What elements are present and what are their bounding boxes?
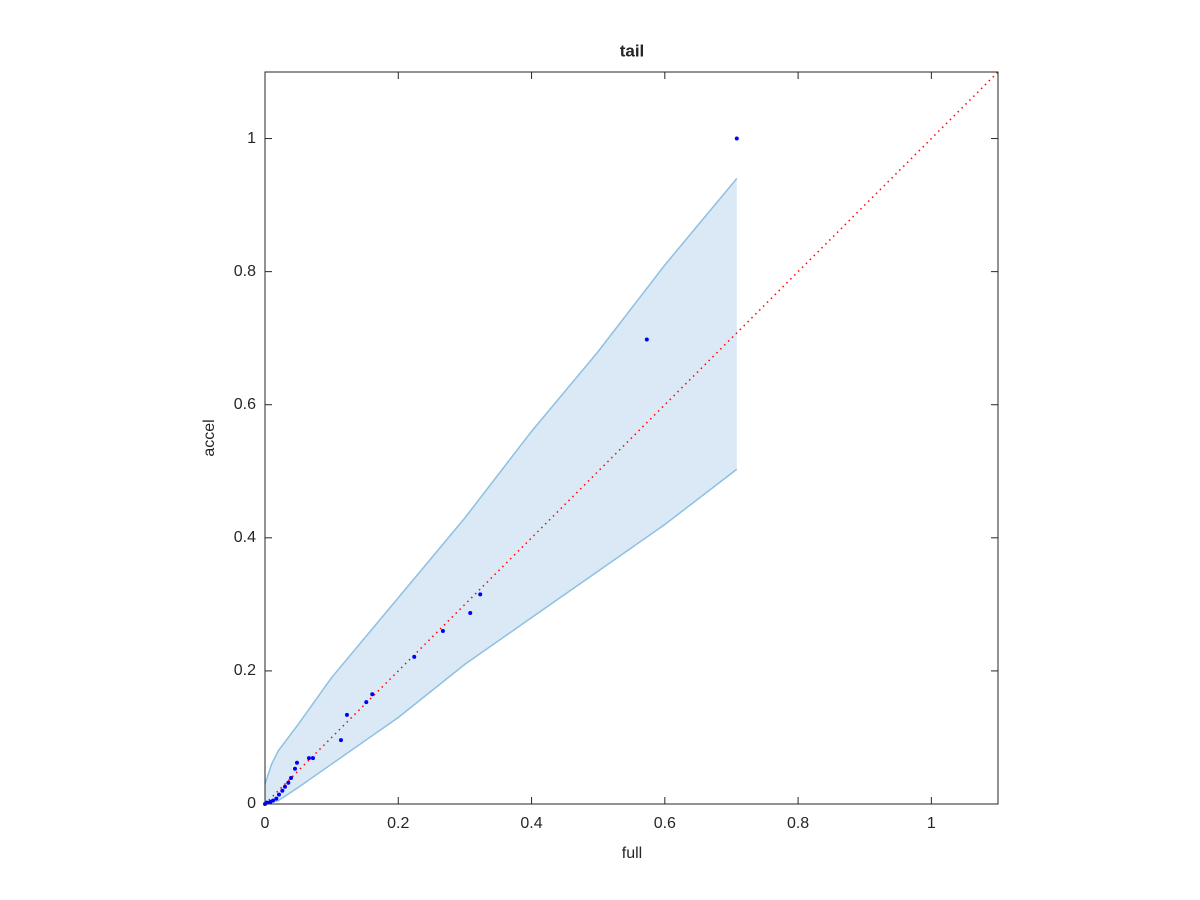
point [280,788,285,793]
point [370,692,375,697]
point [338,738,343,743]
y-axis-label: accel [201,419,218,456]
chart-title: tail [620,41,645,60]
point [276,792,281,797]
point [412,654,417,659]
point [734,136,739,141]
band-edge [264,468,738,805]
y-tick-label: 0.2 [234,662,256,679]
plot-area [263,71,999,806]
point [286,780,291,785]
reference-line [264,71,999,805]
x-tick-label: 0.6 [654,815,676,832]
point [344,712,349,717]
point [440,628,445,633]
point [468,611,473,616]
point [478,592,483,597]
point [274,796,279,801]
y-tick-label: 0 [247,795,256,812]
y-tick-label: 0.4 [234,529,256,546]
confidence-band [265,178,737,805]
x-tick-label: 0.8 [787,815,809,832]
point [292,766,297,771]
point [644,337,649,342]
point [306,756,311,761]
point [288,776,293,781]
y-tick-label: 0.6 [234,396,256,413]
x-axis-label: full [622,845,642,862]
y-tick-label: 1 [247,130,256,147]
band-edge [264,177,738,785]
x-tick-label: 0 [261,815,270,832]
x-tick-label: 0.2 [387,815,409,832]
point [268,800,273,805]
axes-box [264,71,999,805]
x-tick-label: 0.4 [520,815,542,832]
point [282,784,287,789]
point [294,760,299,765]
point [364,700,369,705]
point [310,756,315,761]
y-tick-label: 0.8 [234,263,256,280]
x-tick-label: 1 [927,815,936,832]
